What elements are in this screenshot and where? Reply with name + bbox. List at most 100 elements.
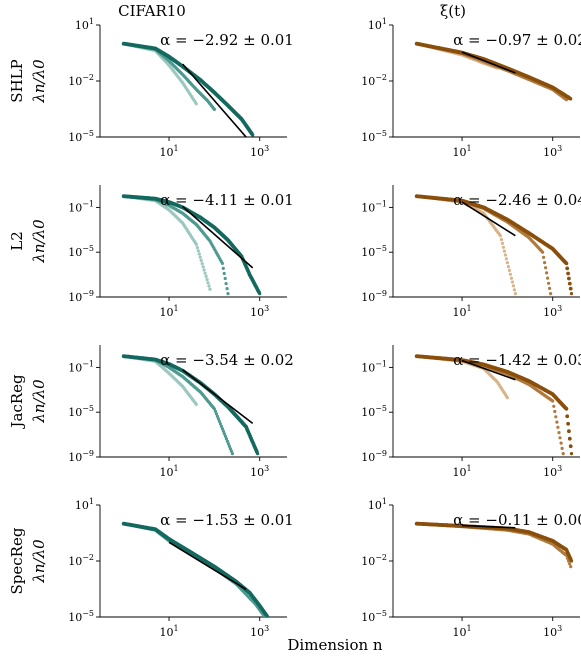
data-point <box>566 421 570 426</box>
panel-jacreg-cifar10: 10−1 10−5 10−9 101 103 α = −3.54 ± 0.02 <box>68 345 294 479</box>
y-tick-label: 10−5 <box>361 404 387 419</box>
data-point <box>546 276 550 280</box>
data-point <box>558 436 562 440</box>
y-tick-label: 10−9 <box>68 449 94 464</box>
x-tick-label: 103 <box>543 464 562 479</box>
y-axis-label: λn/λ0 <box>30 59 48 104</box>
data-point <box>225 287 229 291</box>
data-point <box>266 615 270 617</box>
data-point <box>227 444 231 448</box>
data-point <box>226 442 230 446</box>
data-point <box>564 406 569 411</box>
y-tick-label: 10−5 <box>68 129 94 144</box>
data-point <box>216 417 220 421</box>
data-point <box>203 271 207 275</box>
data-point <box>569 565 573 569</box>
data-point <box>568 286 573 291</box>
fit-line <box>182 369 254 425</box>
fit-line <box>461 51 516 74</box>
y-tick-label: 10−2 <box>68 73 94 88</box>
x-tick-label: 101 <box>452 624 471 639</box>
alpha-annotation: α = −2.46 ± 0.04 <box>453 191 581 209</box>
data-point <box>201 265 205 269</box>
data-point <box>229 449 233 453</box>
alpha-annotation: α = −1.53 ± 0.01 <box>160 511 294 529</box>
data-point <box>213 409 217 413</box>
data-point <box>564 98 569 102</box>
x-axis-label: Dimension n <box>287 636 383 654</box>
y-tick-label: 10−5 <box>68 404 94 419</box>
data-series <box>414 194 574 296</box>
data-point <box>197 252 201 256</box>
data-series <box>415 354 565 456</box>
panel-specreg-xi: 101 10−2 10−5 101 103 α = −0.11 ± 0.00 <box>361 497 581 639</box>
data-point <box>503 253 507 257</box>
data-point <box>557 431 561 435</box>
column-title: ξ(t) <box>440 2 466 20</box>
row-label: SHLP <box>8 59 26 102</box>
y-axis-label: λn/λ0 <box>30 379 48 424</box>
data-series <box>415 42 569 102</box>
data-point <box>552 404 556 408</box>
y-tick-label: 10−2 <box>361 553 387 568</box>
fit-line <box>461 359 516 381</box>
row-label: SpecReg <box>8 527 26 594</box>
data-point <box>198 255 202 259</box>
x-tick-label: 103 <box>543 624 562 639</box>
data-point <box>220 261 224 265</box>
data-point <box>512 288 517 292</box>
data-series <box>121 521 270 617</box>
alpha-annotation: α = −0.11 ± 0.00 <box>453 511 581 529</box>
data-point <box>195 246 199 250</box>
row-label: JacReg <box>8 374 26 430</box>
data-point <box>204 274 208 278</box>
data-point <box>569 452 574 456</box>
data-point <box>215 414 219 418</box>
data-point <box>205 278 209 282</box>
data-point <box>502 249 506 253</box>
x-tick-label: 101 <box>159 624 178 639</box>
data-series <box>415 194 518 296</box>
x-tick-label: 103 <box>250 144 269 159</box>
data-series <box>414 41 573 101</box>
data-point <box>569 292 574 296</box>
fit-line <box>182 63 247 137</box>
data-point <box>561 452 565 456</box>
data-point <box>510 280 514 284</box>
data-point <box>568 444 573 449</box>
data-point <box>221 429 225 433</box>
data-series <box>121 194 262 296</box>
row-label: L2 <box>8 231 26 251</box>
data-point <box>206 281 210 285</box>
data-point <box>196 249 200 253</box>
fit-line <box>182 205 254 269</box>
y-tick-label: 10−2 <box>68 553 94 568</box>
data-point <box>504 257 508 261</box>
y-tick-label: 101 <box>368 497 387 512</box>
y-tick-label: 10−5 <box>361 244 387 259</box>
data-point <box>225 439 229 443</box>
data-point <box>212 407 216 411</box>
data-point <box>200 262 204 266</box>
x-tick-label: 101 <box>159 304 178 319</box>
panel-shlp-xi: 101 10−2 10−5 101 103 α = −0.97 ± 0.02 <box>361 17 581 159</box>
data-series <box>414 521 574 563</box>
data-point <box>506 265 510 269</box>
data-point <box>567 429 571 434</box>
y-tick-label: 10−5 <box>68 244 94 259</box>
data-point <box>217 419 221 423</box>
data-point <box>545 271 549 275</box>
y-axis-label: λn/λ0 <box>30 219 48 264</box>
alpha-annotation: α = −3.54 ± 0.02 <box>160 351 294 369</box>
data-point <box>554 415 558 419</box>
data-point <box>560 446 564 450</box>
panel-jacreg-xi: 10−1 10−5 10−9 101 103 α = −1.42 ± 0.03 <box>361 345 581 479</box>
x-tick-label: 103 <box>250 464 269 479</box>
data-point <box>251 133 255 137</box>
x-tick-label: 101 <box>452 144 471 159</box>
data-point <box>559 441 563 445</box>
data-point <box>566 271 570 276</box>
data-point <box>214 412 218 416</box>
data-series <box>122 194 230 296</box>
